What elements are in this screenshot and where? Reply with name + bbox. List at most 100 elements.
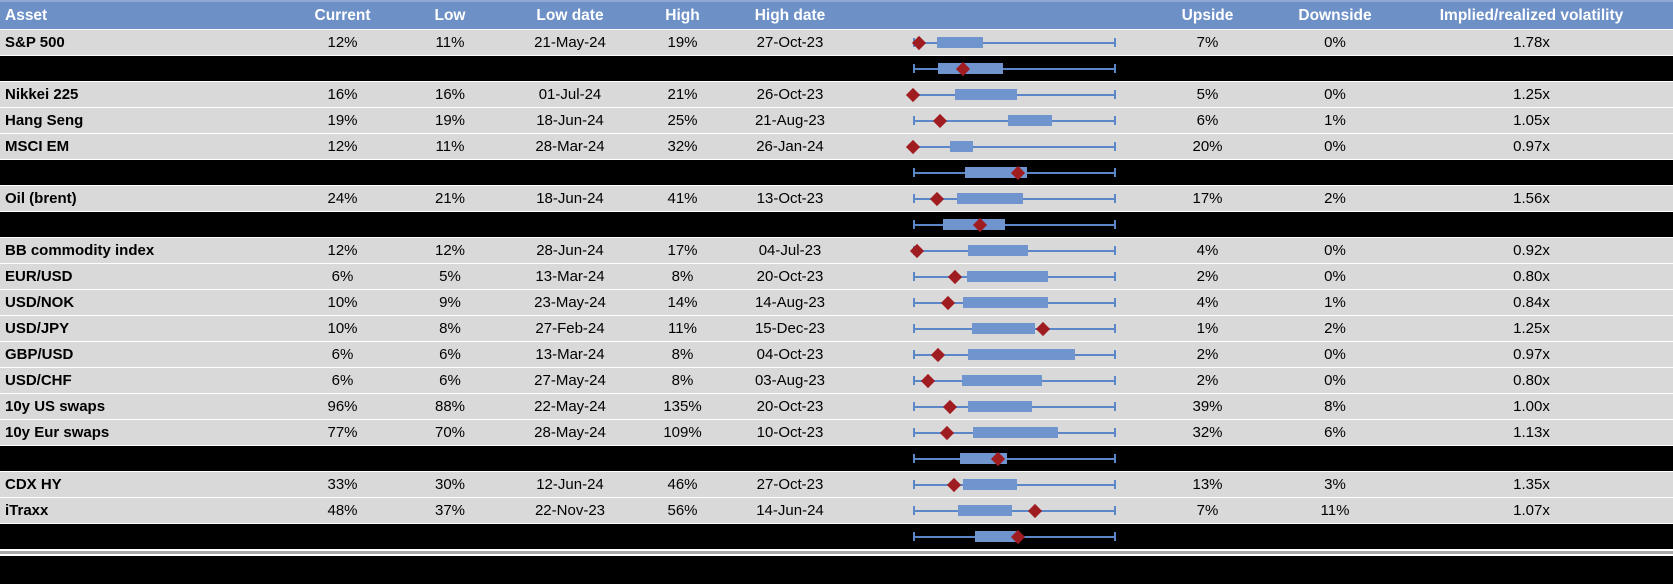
low-cell[interactable]: 6% — [439, 372, 461, 389]
upside-cell[interactable]: 1% — [1196, 320, 1219, 337]
asset-cell[interactable]: Oil (brent) — [5, 190, 77, 207]
upside-cell[interactable]: 13% — [1192, 476, 1223, 493]
current-cell[interactable]: 12% — [327, 138, 358, 155]
downside-cell[interactable]: 1% — [1324, 112, 1346, 129]
downside-cell[interactable]: 6% — [1324, 424, 1346, 441]
high-date-cell[interactable]: 26-Jan-24 — [756, 138, 824, 155]
downside-cell[interactable]: 3% — [1324, 476, 1346, 493]
high-cell[interactable]: 8% — [671, 372, 694, 389]
table-row[interactable]: iTraxx 48% 37% 22-Nov-23 56% 14-Jun-24 7% 11% 1.… — [0, 498, 1673, 524]
low-cell[interactable]: 37% — [434, 502, 466, 519]
separator-boxplot-row[interactable] — [0, 56, 1673, 82]
upside-cell[interactable]: 7% — [1196, 502, 1219, 519]
high-date-cell[interactable]: 15-Dec-23 — [754, 320, 826, 337]
high-date-cell[interactable]: 20-Oct-23 — [756, 398, 824, 415]
upside-cell[interactable]: 32% — [1192, 424, 1223, 441]
high-cell[interactable]: 56% — [667, 502, 698, 519]
high-date-cell[interactable]: 27-Oct-23 — [756, 34, 824, 51]
table-row[interactable]: S&P 500 12% 11% 21-May-24 19% 27-Oct-23 7% 0% 1.… — [0, 30, 1673, 56]
asset-cell[interactable]: iTraxx — [5, 502, 49, 519]
downside-cell[interactable]: 0% — [1324, 242, 1346, 259]
table-row[interactable]: Hang Seng 19% 19% 18-Jun-24 25% 21-Aug-23 6% 1%… — [0, 108, 1673, 134]
asset-cell[interactable]: 10y Eur swaps — [5, 424, 110, 441]
low-date-cell[interactable]: 13-Mar-24 — [535, 268, 605, 285]
implied-realized-cell[interactable]: 1.13x — [1513, 424, 1550, 441]
downside-cell[interactable]: 0% — [1324, 138, 1346, 155]
low-date-cell[interactable]: 28-May-24 — [534, 424, 606, 441]
high-date-cell[interactable]: 10-Oct-23 — [756, 424, 824, 441]
low-cell[interactable]: 6% — [439, 346, 461, 363]
implied-realized-cell[interactable]: 0.80x — [1513, 372, 1550, 389]
low-date-cell[interactable]: 18-Jun-24 — [536, 190, 604, 207]
table-row[interactable]: BB commodity index 12% 12% 28-Jun-24 17% 04-J… — [0, 238, 1673, 264]
asset-cell[interactable]: USD/JPY — [5, 320, 70, 337]
asset-cell[interactable]: CDX HY — [5, 476, 62, 493]
high-cell[interactable]: 32% — [667, 138, 698, 155]
col-header-upside[interactable]: Upside — [1181, 6, 1234, 24]
low-date-cell[interactable]: 22-May-24 — [534, 398, 606, 415]
low-cell[interactable]: 16% — [434, 86, 466, 103]
low-date-cell[interactable]: 28-Mar-24 — [535, 138, 605, 155]
low-date-cell[interactable]: 27-Feb-24 — [535, 320, 605, 337]
downside-cell[interactable]: 0% — [1324, 86, 1346, 103]
low-date-cell[interactable]: 18-Jun-24 — [536, 112, 604, 129]
separator-boxplot-row[interactable] — [0, 160, 1673, 186]
table-row[interactable]: CDX HY 33% 30% 12-Jun-24 46% 27-Oct-23 13% 3% 1.… — [0, 472, 1673, 498]
current-cell[interactable]: 6% — [331, 346, 354, 363]
high-date-cell[interactable]: 26-Oct-23 — [756, 86, 824, 103]
implied-realized-cell[interactable]: 1.56x — [1513, 190, 1550, 207]
downside-cell[interactable]: 2% — [1324, 190, 1346, 207]
high-date-cell[interactable]: 04-Jul-23 — [758, 242, 822, 259]
downside-cell[interactable]: 0% — [1324, 372, 1346, 389]
col-header-asset[interactable]: Asset — [5, 6, 48, 24]
implied-realized-cell[interactable]: 0.84x — [1513, 294, 1550, 311]
downside-cell[interactable]: 2% — [1324, 320, 1346, 337]
asset-cell[interactable]: USD/CHF — [5, 372, 72, 389]
downside-cell[interactable]: 0% — [1324, 268, 1346, 285]
implied-realized-cell[interactable]: 1.07x — [1513, 502, 1550, 519]
upside-cell[interactable]: 2% — [1196, 372, 1219, 389]
high-cell[interactable]: 11% — [668, 320, 697, 337]
low-cell[interactable]: 30% — [434, 476, 466, 493]
table-row[interactable]: Oil (brent) 24% 21% 18-Jun-24 41% 13-Oct-23 17… — [0, 186, 1673, 212]
low-cell[interactable]: 8% — [439, 320, 461, 337]
asset-cell[interactable]: USD/NOK — [5, 294, 75, 311]
low-cell[interactable]: 21% — [434, 190, 466, 207]
downside-cell[interactable]: 0% — [1324, 346, 1346, 363]
high-date-cell[interactable]: 14-Jun-24 — [756, 502, 824, 519]
current-cell[interactable]: 96% — [327, 398, 358, 415]
low-date-cell[interactable]: 12-Jun-24 — [536, 476, 604, 493]
current-cell[interactable]: 6% — [331, 372, 354, 389]
current-cell[interactable]: 19% — [327, 112, 358, 129]
low-cell[interactable]: 11% — [435, 138, 465, 155]
high-cell[interactable]: 8% — [671, 268, 694, 285]
table-row[interactable]: USD/NOK 10% 9% 23-May-24 14% 14-Aug-23 4% 1% 0.8… — [0, 290, 1673, 316]
col-header-high[interactable]: High — [665, 6, 700, 24]
table-row[interactable]: GBP/USD 6% 6% 13-Mar-24 8% 04-Oct-23 2% 0% 0.97x — [0, 342, 1673, 368]
high-date-cell[interactable]: 14-Aug-23 — [754, 294, 826, 311]
current-cell[interactable]: 6% — [331, 268, 354, 285]
downside-cell[interactable]: 8% — [1324, 398, 1346, 415]
upside-cell[interactable]: 2% — [1196, 346, 1219, 363]
high-cell[interactable]: 41% — [667, 190, 698, 207]
col-header-implied-realized[interactable]: Implied/realized volatility — [1439, 6, 1624, 24]
separator-boxplot-row[interactable] — [0, 212, 1673, 238]
high-cell[interactable]: 46% — [667, 476, 698, 493]
low-cell[interactable]: 70% — [434, 424, 466, 441]
high-cell[interactable]: 14% — [667, 294, 698, 311]
table-row[interactable]: MSCI EM 12% 11% 28-Mar-24 32% 26-Jan-24 20% 0% 0… — [0, 134, 1673, 160]
table-row[interactable]: 10y Eur swaps 77% 70% 28-May-24 109% 10-Oct-2… — [0, 420, 1673, 446]
upside-cell[interactable]: 7% — [1196, 34, 1219, 51]
current-cell[interactable]: 24% — [327, 190, 358, 207]
table-row[interactable]: EUR/USD 6% 5% 13-Mar-24 8% 20-Oct-23 2% 0% 0.80x — [0, 264, 1673, 290]
high-date-cell[interactable]: 13-Oct-23 — [756, 190, 824, 207]
asset-cell[interactable]: S&P 500 — [5, 34, 65, 51]
separator-boxplot-row[interactable] — [0, 446, 1673, 472]
implied-realized-cell[interactable]: 1.05x — [1513, 112, 1550, 129]
implied-realized-cell[interactable]: 1.25x — [1513, 320, 1550, 337]
low-date-cell[interactable]: 28-Jun-24 — [536, 242, 604, 259]
table-row[interactable]: USD/CHF 6% 6% 27-May-24 8% 03-Aug-23 2% 0% 0.80x — [0, 368, 1673, 394]
col-header-high-date[interactable]: High date — [754, 6, 826, 24]
implied-realized-cell[interactable]: 1.25x — [1513, 86, 1550, 103]
asset-cell[interactable]: Hang Seng — [5, 112, 84, 129]
